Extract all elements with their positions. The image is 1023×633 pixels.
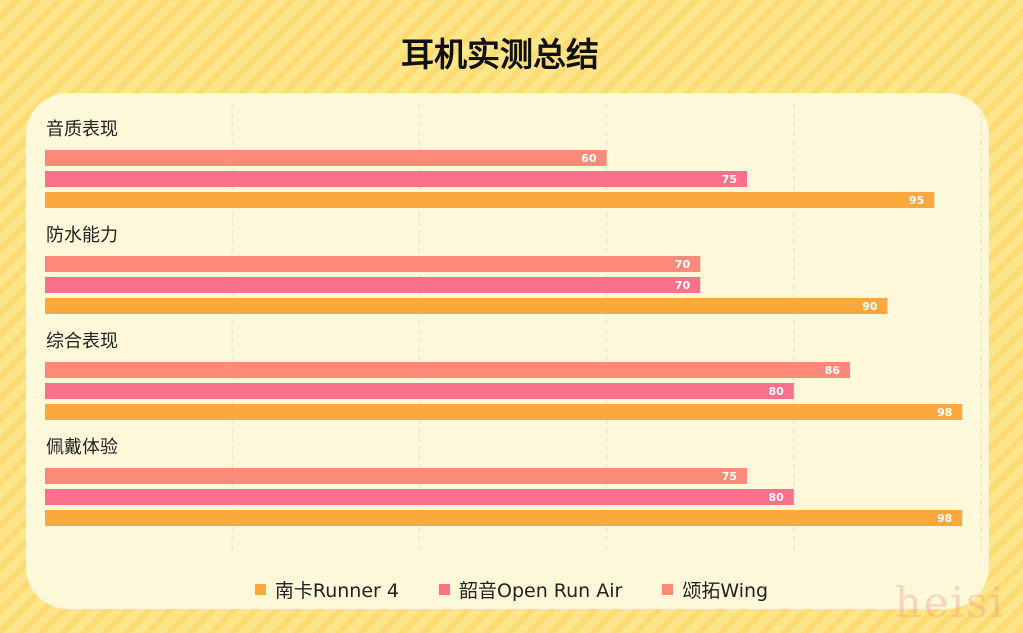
legend-label: 颂拓Wing bbox=[682, 580, 769, 602]
category-label: 综合表现 bbox=[46, 331, 118, 352]
data-label: 80 bbox=[768, 491, 784, 504]
watermark: heisi bbox=[894, 578, 1005, 627]
legend-item-nanka[interactable]: 南卡Runner 4 bbox=[254, 576, 399, 603]
data-label: 60 bbox=[581, 152, 597, 165]
bar bbox=[45, 404, 963, 420]
legend-swatch bbox=[254, 584, 266, 595]
bar bbox=[45, 171, 747, 187]
data-label: 95 bbox=[909, 194, 924, 207]
bar bbox=[45, 298, 888, 314]
bar bbox=[45, 362, 850, 378]
data-label: 70 bbox=[675, 279, 691, 292]
legend-item-suunto[interactable]: 颂拓Wing bbox=[662, 576, 768, 603]
bar bbox=[45, 468, 747, 484]
legend-swatch bbox=[662, 584, 674, 595]
legend-swatch bbox=[438, 584, 450, 595]
legend-item-shokz[interactable]: 韶音Open Run Air bbox=[438, 576, 623, 603]
data-label: 90 bbox=[862, 300, 878, 313]
data-label: 98 bbox=[937, 406, 952, 419]
bar bbox=[45, 256, 701, 272]
data-label: 98 bbox=[937, 512, 952, 525]
legend: 南卡Runner 4 韶音Open Run Air 颂拓Wing bbox=[0, 576, 1023, 603]
bar bbox=[45, 383, 794, 399]
legend-label: 南卡Runner 4 bbox=[274, 580, 399, 602]
data-label: 70 bbox=[675, 258, 691, 271]
category-label: 佩戴体验 bbox=[46, 437, 118, 458]
bar bbox=[45, 192, 935, 208]
category-label: 音质表现 bbox=[46, 119, 118, 140]
chart-title: 耳机实测总结 bbox=[401, 35, 599, 74]
bar bbox=[45, 150, 607, 166]
bar bbox=[45, 510, 963, 526]
bar bbox=[45, 489, 794, 505]
data-label: 75 bbox=[722, 470, 737, 483]
data-label: 86 bbox=[825, 364, 841, 377]
data-label: 80 bbox=[768, 385, 784, 398]
bar bbox=[45, 277, 701, 293]
category-label: 防水能力 bbox=[46, 225, 118, 246]
data-label: 75 bbox=[722, 173, 737, 186]
legend-label: 韶音Open Run Air bbox=[458, 580, 623, 602]
